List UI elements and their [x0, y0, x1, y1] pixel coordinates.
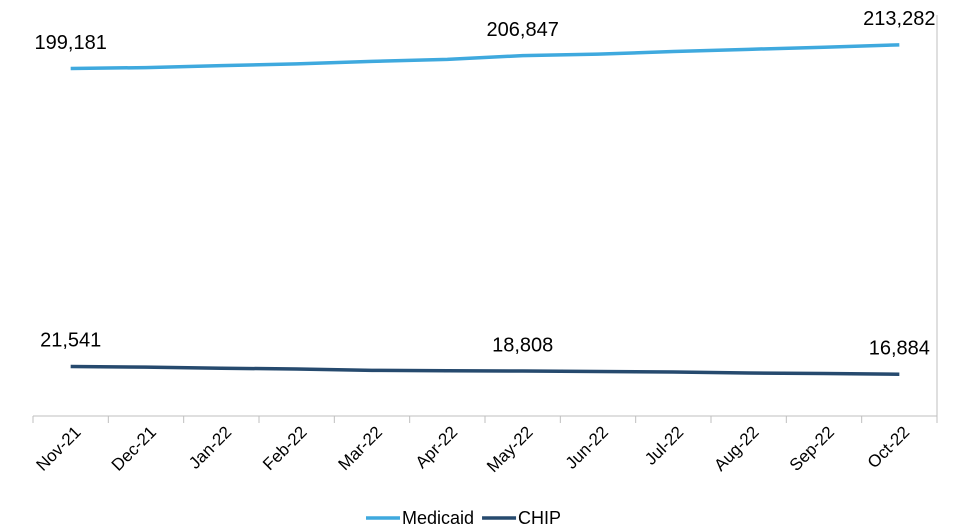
x-tick-label: Nov-21 [32, 423, 84, 475]
x-tick-label: Jan-22 [185, 423, 235, 473]
data-label: 206,847 [487, 19, 559, 41]
x-tick-label: Oct-22 [864, 423, 914, 473]
line [70, 364, 900, 377]
x-tick-label: Dec-21 [108, 423, 160, 475]
x-tick-label: Jul-22 [641, 423, 687, 469]
x-tick-label: Mar-22 [334, 423, 386, 475]
legend-label: CHIP [518, 508, 561, 528]
data-label: 21,541 [40, 330, 101, 352]
x-tick-label: Sep-22 [786, 423, 838, 475]
data-label: 16,884 [869, 338, 930, 360]
legend-label: Medicaid [402, 508, 474, 528]
x-tick-label: Feb-22 [259, 423, 311, 475]
x-tick-label: Jun-22 [562, 423, 612, 473]
data-label: 18,808 [492, 334, 553, 356]
x-tick-label: Apr-22 [412, 423, 462, 473]
data-label: 199,181 [35, 32, 107, 54]
x-tick-label: May-22 [483, 423, 537, 477]
data-label: 213,282 [863, 8, 935, 30]
line [70, 43, 900, 71]
x-tick-label: Aug-22 [710, 423, 762, 475]
